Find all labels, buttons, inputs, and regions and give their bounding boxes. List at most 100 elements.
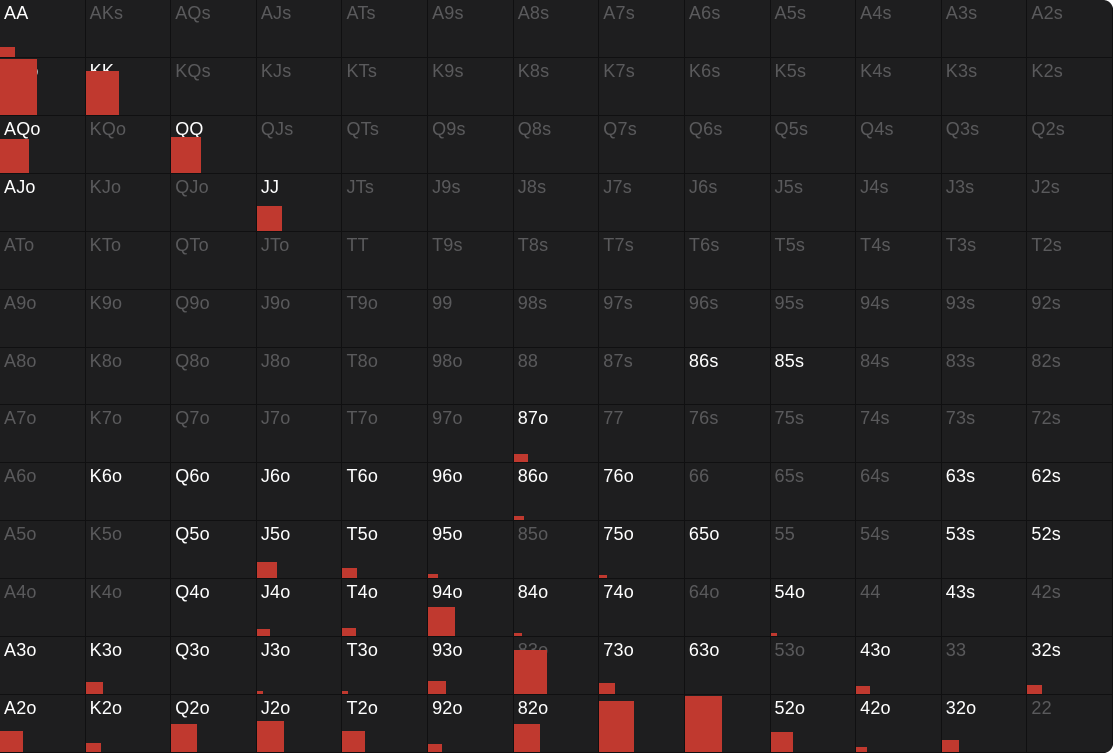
hand-cell-J5o[interactable]: J5o bbox=[256, 521, 343, 580]
hand-cell-Q9o[interactable]: Q9o bbox=[171, 289, 257, 348]
hand-cell-Q6o[interactable]: Q6o bbox=[171, 463, 257, 522]
hand-cell-K3o[interactable]: K3o bbox=[85, 637, 172, 696]
hand-cell-33[interactable]: 33 bbox=[941, 637, 1028, 696]
hand-cell-85o[interactable]: 85o bbox=[513, 521, 600, 580]
hand-cell-K6s[interactable]: K6s bbox=[684, 57, 771, 116]
hand-cell-A7o[interactable]: A7o bbox=[0, 405, 86, 464]
hand-cell-97s[interactable]: 97s bbox=[599, 289, 685, 348]
hand-cell-Q4o[interactable]: Q4o bbox=[171, 579, 257, 638]
hand-cell-Q5o[interactable]: Q5o bbox=[171, 521, 257, 580]
hand-cell-52o[interactable]: 52o bbox=[770, 695, 857, 753]
hand-cell-87s[interactable]: 87s bbox=[599, 347, 685, 406]
hand-cell-J2o[interactable]: J2o bbox=[256, 695, 343, 753]
hand-cell-TT[interactable]: TT bbox=[342, 231, 429, 290]
hand-cell-JTo[interactable]: JTo bbox=[256, 231, 343, 290]
hand-cell-95s[interactable]: 95s bbox=[770, 289, 857, 348]
hand-cell-85s[interactable]: 85s bbox=[770, 347, 857, 406]
hand-cell-74o[interactable]: 74o bbox=[599, 579, 685, 638]
hand-cell-JTs[interactable]: JTs bbox=[342, 173, 429, 232]
hand-cell-T8o[interactable]: T8o bbox=[342, 347, 429, 406]
hand-cell-AJs[interactable]: AJs bbox=[256, 0, 343, 58]
hand-cell-Q7o[interactable]: Q7o bbox=[171, 405, 257, 464]
hand-cell-AA[interactable]: AA bbox=[0, 0, 86, 58]
hand-cell-75s[interactable]: 75s bbox=[770, 405, 857, 464]
hand-cell-55[interactable]: 55 bbox=[770, 521, 857, 580]
hand-cell-Q8o[interactable]: Q8o bbox=[171, 347, 257, 406]
hand-cell-65s[interactable]: 65s bbox=[770, 463, 857, 522]
hand-cell-K9s[interactable]: K9s bbox=[428, 57, 514, 116]
hand-cell-52s[interactable]: 52s bbox=[1027, 521, 1113, 580]
hand-cell-J6s[interactable]: J6s bbox=[684, 173, 771, 232]
hand-cell-86s[interactable]: 86s bbox=[684, 347, 771, 406]
hand-cell-J7o[interactable]: J7o bbox=[256, 405, 343, 464]
hand-cell-83o[interactable]: 83o bbox=[513, 637, 600, 696]
hand-cell-QJo[interactable]: QJo bbox=[171, 173, 257, 232]
hand-cell-JJ[interactable]: JJ bbox=[256, 173, 343, 232]
hand-cell-K4s[interactable]: K4s bbox=[856, 57, 942, 116]
hand-cell-82o[interactable]: 82o bbox=[513, 695, 600, 753]
hand-cell-J8o[interactable]: J8o bbox=[256, 347, 343, 406]
hand-cell-73o[interactable]: 73o bbox=[599, 637, 685, 696]
hand-cell-Q7s[interactable]: Q7s bbox=[599, 115, 685, 174]
hand-cell-K8s[interactable]: K8s bbox=[513, 57, 600, 116]
hand-cell-K5o[interactable]: K5o bbox=[85, 521, 172, 580]
hand-cell-75o[interactable]: 75o bbox=[599, 521, 685, 580]
hand-cell-A2s[interactable]: A2s bbox=[1027, 0, 1113, 58]
hand-cell-Q5s[interactable]: Q5s bbox=[770, 115, 857, 174]
hand-cell-72s[interactable]: 72s bbox=[1027, 405, 1113, 464]
hand-cell-AKs[interactable]: AKs bbox=[85, 0, 172, 58]
hand-cell-Q3s[interactable]: Q3s bbox=[941, 115, 1028, 174]
hand-cell-AQs[interactable]: AQs bbox=[171, 0, 257, 58]
hand-cell-A9o[interactable]: A9o bbox=[0, 289, 86, 348]
hand-cell-QTs[interactable]: QTs bbox=[342, 115, 429, 174]
hand-cell-74s[interactable]: 74s bbox=[856, 405, 942, 464]
hand-cell-96s[interactable]: 96s bbox=[684, 289, 771, 348]
hand-cell-96o[interactable]: 96o bbox=[428, 463, 514, 522]
hand-cell-K7o[interactable]: K7o bbox=[85, 405, 172, 464]
hand-cell-ATo[interactable]: ATo bbox=[0, 231, 86, 290]
hand-cell-Q9s[interactable]: Q9s bbox=[428, 115, 514, 174]
hand-cell-84o[interactable]: 84o bbox=[513, 579, 600, 638]
hand-cell-63o[interactable]: 63o bbox=[684, 637, 771, 696]
hand-cell-53o[interactable]: 53o bbox=[770, 637, 857, 696]
hand-cell-A3s[interactable]: A3s bbox=[941, 0, 1028, 58]
hand-cell-K3s[interactable]: K3s bbox=[941, 57, 1028, 116]
hand-cell-94o[interactable]: 94o bbox=[428, 579, 514, 638]
hand-cell-A4o[interactable]: A4o bbox=[0, 579, 86, 638]
hand-cell-T9o[interactable]: T9o bbox=[342, 289, 429, 348]
hand-cell-97o[interactable]: 97o bbox=[428, 405, 514, 464]
hand-cell-KTo[interactable]: KTo bbox=[85, 231, 172, 290]
hand-cell-A5o[interactable]: A5o bbox=[0, 521, 86, 580]
hand-cell-53s[interactable]: 53s bbox=[941, 521, 1028, 580]
hand-cell-KJo[interactable]: KJo bbox=[85, 173, 172, 232]
hand-cell-66[interactable]: 66 bbox=[684, 463, 771, 522]
hand-cell-KJs[interactable]: KJs bbox=[256, 57, 343, 116]
hand-cell-J3o[interactable]: J3o bbox=[256, 637, 343, 696]
hand-cell-65o[interactable]: 65o bbox=[684, 521, 771, 580]
hand-cell-A9s[interactable]: A9s bbox=[428, 0, 514, 58]
hand-cell-Q2s[interactable]: Q2s bbox=[1027, 115, 1113, 174]
hand-cell-T5s[interactable]: T5s bbox=[770, 231, 857, 290]
hand-cell-A4s[interactable]: A4s bbox=[856, 0, 942, 58]
hand-cell-A6o[interactable]: A6o bbox=[0, 463, 86, 522]
hand-cell-62o[interactable]: 62o bbox=[684, 695, 771, 753]
hand-cell-A7s[interactable]: A7s bbox=[599, 0, 685, 58]
hand-cell-77[interactable]: 77 bbox=[599, 405, 685, 464]
hand-cell-K2o[interactable]: K2o bbox=[85, 695, 172, 753]
hand-cell-T4o[interactable]: T4o bbox=[342, 579, 429, 638]
hand-cell-J2s[interactable]: J2s bbox=[1027, 173, 1113, 232]
hand-cell-KK[interactable]: KK bbox=[85, 57, 172, 116]
hand-cell-K8o[interactable]: K8o bbox=[85, 347, 172, 406]
hand-cell-54s[interactable]: 54s bbox=[856, 521, 942, 580]
hand-cell-76o[interactable]: 76o bbox=[599, 463, 685, 522]
hand-cell-98s[interactable]: 98s bbox=[513, 289, 600, 348]
hand-cell-J4s[interactable]: J4s bbox=[856, 173, 942, 232]
hand-cell-T6s[interactable]: T6s bbox=[684, 231, 771, 290]
hand-cell-AKo[interactable]: AKo bbox=[0, 57, 86, 116]
hand-cell-K9o[interactable]: K9o bbox=[85, 289, 172, 348]
hand-cell-J6o[interactable]: J6o bbox=[256, 463, 343, 522]
hand-cell-J3s[interactable]: J3s bbox=[941, 173, 1028, 232]
hand-cell-J7s[interactable]: J7s bbox=[599, 173, 685, 232]
hand-cell-J5s[interactable]: J5s bbox=[770, 173, 857, 232]
hand-cell-22[interactable]: 22 bbox=[1027, 695, 1113, 753]
